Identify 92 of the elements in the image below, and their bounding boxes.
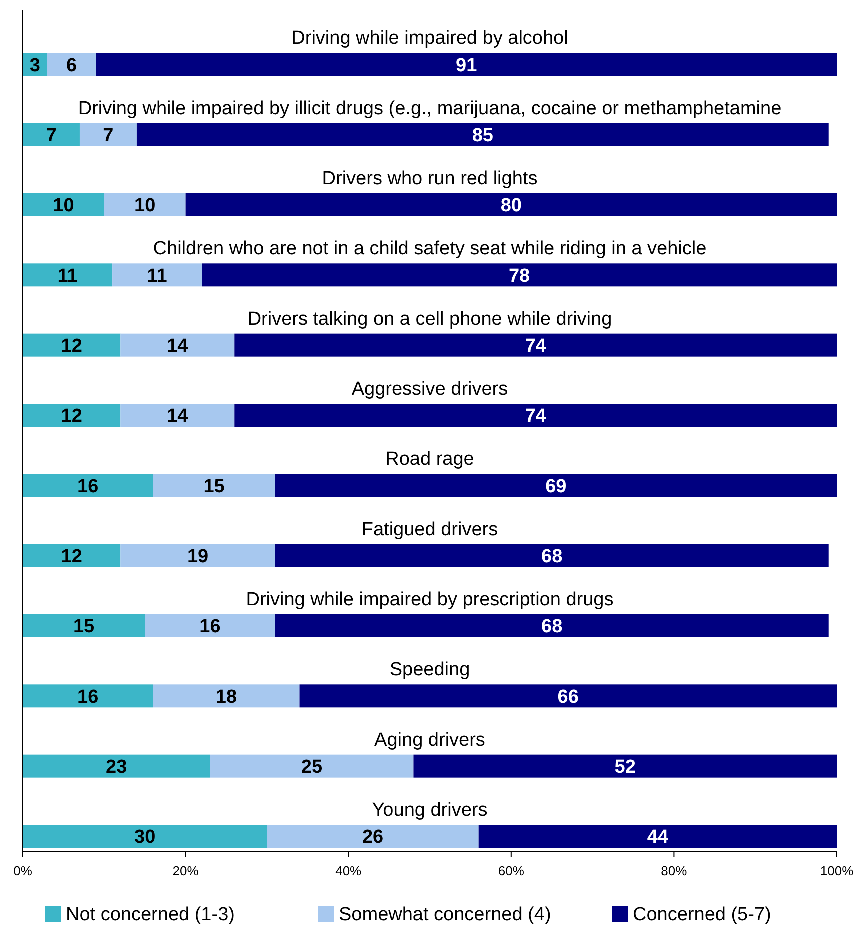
data-label: 69 bbox=[546, 476, 567, 498]
bar bbox=[202, 264, 837, 287]
data-label: 18 bbox=[216, 686, 238, 708]
bar bbox=[300, 684, 837, 708]
bar bbox=[275, 544, 829, 568]
bar bbox=[23, 614, 146, 638]
data-label: 15 bbox=[204, 476, 226, 498]
bar bbox=[120, 404, 235, 427]
x-tick-label: 40% bbox=[336, 864, 362, 879]
bar bbox=[80, 123, 137, 146]
data-label: 10 bbox=[134, 196, 156, 217]
x-tick-label: 60% bbox=[498, 864, 525, 879]
data-label: 14 bbox=[167, 406, 189, 428]
x-tick-label: 100% bbox=[820, 864, 854, 879]
bar bbox=[23, 264, 113, 287]
data-label: 30 bbox=[134, 827, 156, 848]
data-label: 16 bbox=[200, 616, 221, 638]
data-label: 11 bbox=[58, 266, 78, 287]
data-label: 16 bbox=[78, 686, 99, 708]
bar bbox=[267, 825, 479, 848]
data-label: 25 bbox=[301, 756, 323, 778]
bar bbox=[47, 53, 96, 76]
data-label: 10 bbox=[53, 196, 74, 217]
bar bbox=[120, 334, 235, 357]
data-label: 23 bbox=[106, 756, 128, 778]
legend-label: Not concerned (1-3) bbox=[66, 904, 235, 926]
data-label: 3 bbox=[30, 55, 40, 76]
bar bbox=[23, 825, 268, 848]
data-label: 12 bbox=[61, 336, 82, 357]
data-label: 78 bbox=[508, 266, 530, 287]
data-label: 68 bbox=[542, 616, 563, 638]
y-tick-label: Aggressive drivers bbox=[352, 379, 508, 400]
y-tick-label: Children who are not in a child safety seat while riding in a vehicle bbox=[153, 238, 707, 260]
data-label: 6 bbox=[66, 55, 78, 76]
data-label: 74 bbox=[525, 336, 547, 357]
data-label: 11 bbox=[147, 266, 168, 287]
y-tick-label: Drivers who run red lights bbox=[322, 168, 538, 190]
bar bbox=[210, 754, 414, 778]
data-label: 14 bbox=[167, 336, 189, 357]
y-tick-label: Driving while impaired by illicit drugs (e.g., marijuana, cocaine or methamphetamine bbox=[78, 98, 782, 120]
bar bbox=[153, 684, 300, 708]
bar bbox=[478, 825, 837, 848]
y-tick-label: Drivers talking on a cell phone while driving bbox=[248, 308, 612, 330]
y-tick-label: Aging drivers bbox=[374, 730, 486, 751]
data-label: 80 bbox=[500, 196, 522, 217]
bar bbox=[23, 474, 154, 498]
data-label: 19 bbox=[187, 546, 209, 568]
bar bbox=[23, 684, 154, 708]
bar bbox=[275, 474, 837, 498]
x-tick-label: 20% bbox=[172, 864, 200, 879]
bar bbox=[153, 474, 276, 498]
y-tick-label: Driving while impaired by prescription drugs bbox=[246, 590, 614, 610]
bar bbox=[23, 404, 121, 427]
bar bbox=[23, 334, 121, 357]
y-tick-label: Driving while impaired by alcohol bbox=[292, 28, 568, 50]
data-label: 12 bbox=[61, 406, 82, 428]
y-tick-label: Speeding bbox=[390, 660, 470, 681]
data-label: 7 bbox=[46, 125, 57, 146]
bar bbox=[104, 194, 186, 216]
bar bbox=[96, 53, 837, 76]
bar bbox=[145, 614, 276, 638]
bar bbox=[112, 264, 202, 287]
data-label: 68 bbox=[542, 546, 563, 568]
bar bbox=[234, 404, 837, 427]
bar bbox=[275, 614, 829, 638]
data-label: 16 bbox=[78, 476, 99, 498]
data-label: 26 bbox=[362, 827, 384, 848]
data-label: 15 bbox=[73, 616, 96, 638]
bar bbox=[414, 754, 837, 778]
data-label: 85 bbox=[472, 125, 494, 146]
bar bbox=[186, 194, 837, 216]
data-label: 74 bbox=[525, 406, 547, 428]
bar bbox=[23, 123, 80, 146]
data-label: 7 bbox=[103, 125, 114, 146]
bar bbox=[23, 754, 210, 778]
y-tick-label: Fatigued drivers bbox=[362, 519, 498, 540]
data-label: 52 bbox=[614, 756, 636, 778]
data-label: 66 bbox=[558, 686, 579, 708]
bar bbox=[23, 194, 104, 216]
data-label: 12 bbox=[61, 546, 82, 568]
bar bbox=[136, 123, 829, 146]
legend-label: Somewhat concerned (4) bbox=[339, 904, 552, 926]
x-tick-label: 0% bbox=[14, 864, 33, 879]
data-label: 91 bbox=[456, 55, 478, 76]
y-tick-label: Young drivers bbox=[372, 800, 488, 821]
x-tick-label: 80% bbox=[661, 864, 688, 879]
data-label: 44 bbox=[647, 827, 669, 848]
bar bbox=[23, 544, 121, 568]
bar bbox=[120, 544, 276, 568]
bar bbox=[234, 334, 837, 357]
legend-label: Concerned (5-7) bbox=[633, 904, 772, 926]
y-tick-label: Road rage bbox=[386, 449, 474, 470]
